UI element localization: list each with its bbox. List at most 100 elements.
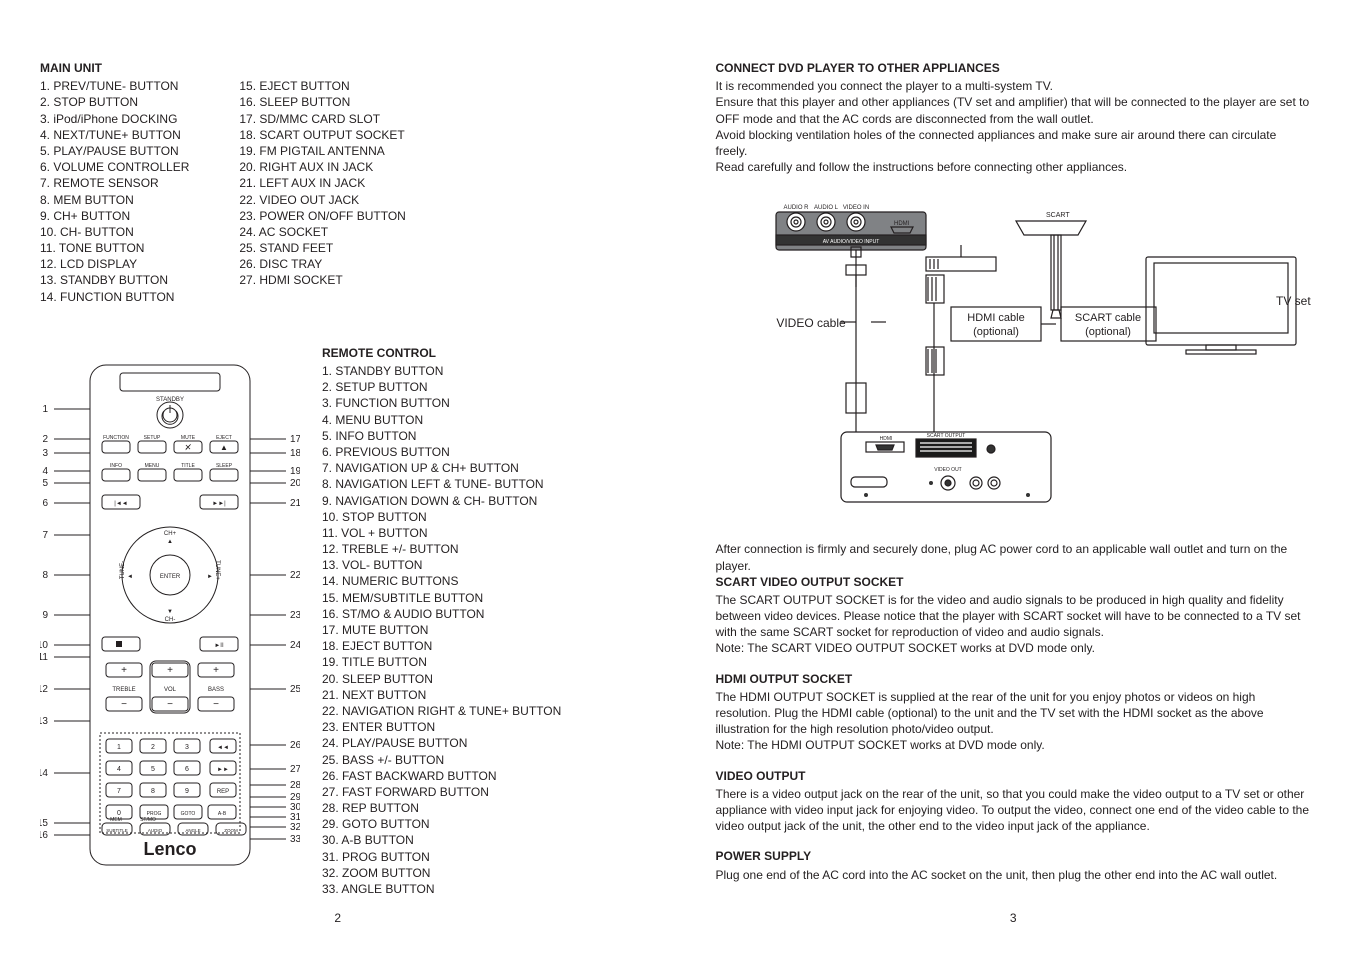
svg-text:1: 1 (117, 744, 121, 751)
section-body-line: The SCART OUTPUT SOCKET is for the video… (716, 592, 1312, 641)
list-item: 9. NAVIGATION DOWN & CH- BUTTON (322, 493, 636, 509)
remote-diagram: STANDBY FUNCTIONSETUPMUTE✕̸EJECT▲ INFOME… (40, 345, 300, 897)
list-item: 5. PLAY/PAUSE BUTTON (40, 143, 189, 159)
svg-text:20: 20 (290, 478, 300, 489)
list-item: 23. ENTER BUTTON (322, 719, 636, 735)
svg-text:GOTO: GOTO (181, 811, 196, 817)
svg-text:ANGLE: ANGLE (185, 828, 200, 833)
list-item: 3. iPod/iPhone DOCKING (40, 111, 189, 127)
svg-text:SETUP: SETUP (144, 435, 161, 441)
page-3: CONNECT DVD PLAYER TO OTHER APPLIANCES It… (676, 0, 1351, 954)
svg-text:(optional): (optional) (1085, 326, 1131, 338)
svg-text:TV set: TV set (1276, 294, 1311, 308)
list-item: 21. NEXT BUTTON (322, 687, 636, 703)
list-item: 4. NEXT/TUNE+ BUTTON (40, 127, 189, 143)
svg-text:SCART: SCART (1046, 212, 1070, 219)
section: POWER SUPPLYPlug one end of the AC cord … (716, 848, 1312, 882)
section-body-line: Avoid blocking ventilation holes of the … (716, 127, 1312, 159)
svg-text:9: 9 (185, 788, 189, 795)
connection-diagram: AUDIO R AUDIO L VIDEO IN AV AUDIO/VIDEO … (716, 187, 1312, 527)
svg-text:6: 6 (185, 766, 189, 773)
svg-text:3: 3 (42, 448, 48, 459)
remote-svg: STANDBY FUNCTIONSETUPMUTE✕̸EJECT▲ INFOME… (40, 345, 300, 885)
svg-text:9: 9 (42, 610, 48, 621)
svg-text:SCART OUTPUT: SCART OUTPUT (926, 433, 965, 439)
svg-text:EJECT: EJECT (216, 435, 232, 441)
svg-text:3: 3 (185, 744, 189, 751)
list-item: 1. PREV/TUNE- BUTTON (40, 78, 189, 94)
list-item: 27. HDMI SOCKET (239, 272, 405, 288)
svg-text:7: 7 (117, 788, 121, 795)
list-item: 2. STOP BUTTON (40, 94, 189, 110)
svg-text:15: 15 (40, 818, 48, 829)
svg-text:32: 32 (290, 822, 300, 833)
section-heading: CONNECT DVD PLAYER TO OTHER APPLIANCES (716, 60, 1312, 76)
list-item: 8. MEM BUTTON (40, 192, 189, 208)
list-item: 5. INFO BUTTON (322, 428, 636, 444)
svg-text:11: 11 (40, 652, 48, 663)
svg-text:VIDEO OUT: VIDEO OUT (934, 467, 962, 473)
svg-text:ENTER: ENTER (160, 574, 181, 580)
svg-text:+: + (167, 665, 173, 676)
svg-text:REP: REP (217, 789, 229, 795)
list-item: 6. VOLUME CONTROLLER (40, 159, 189, 175)
list-item: 16. SLEEP BUTTON (239, 94, 405, 110)
list-item: 2. SETUP BUTTON (322, 379, 636, 395)
svg-text:13: 13 (40, 716, 48, 727)
svg-text:TUNE-: TUNE- (120, 561, 126, 579)
list-item: 18. SCART OUTPUT SOCKET (239, 127, 405, 143)
section: SCART VIDEO OUTPUT SOCKETThe SCART OUTPU… (716, 574, 1312, 657)
list-item: 18. EJECT BUTTON (322, 638, 636, 654)
svg-text:26: 26 (290, 740, 300, 751)
connection-svg: AUDIO R AUDIO L VIDEO IN AV AUDIO/VIDEO … (716, 187, 1316, 527)
svg-text:✕̸: ✕̸ (185, 443, 192, 452)
svg-text:+: + (213, 665, 219, 676)
section: CONNECT DVD PLAYER TO OTHER APPLIANCES It… (716, 60, 1312, 175)
list-item: 1. STANDBY BUTTON (322, 363, 636, 379)
list-item: 17. MUTE BUTTON (322, 622, 636, 638)
section-body-line: It is recommended you connect the player… (716, 78, 1312, 94)
list-item: 11. TONE BUTTON (40, 240, 189, 256)
remote-heading: REMOTE CONTROL (322, 345, 636, 361)
section: HDMI OUTPUT SOCKETThe HDMI OUTPUT SOCKET… (716, 671, 1312, 754)
list-item: 20. SLEEP BUTTON (322, 671, 636, 687)
list-item: 13. STANDBY BUTTON (40, 272, 189, 288)
svg-text:ST/MO: ST/MO (140, 817, 156, 823)
svg-text:0: 0 (117, 810, 121, 817)
list-item: 27. FAST FORWARD BUTTON (322, 784, 636, 800)
svg-text:HDMI: HDMI (879, 436, 892, 442)
svg-text:Lenco: Lenco (143, 839, 196, 859)
svg-text:(optional): (optional) (973, 326, 1019, 338)
svg-text:MENU: MENU (145, 463, 160, 469)
svg-text:CH+: CH+ (164, 531, 177, 537)
main-unit-heading: MAIN UNIT (40, 60, 636, 76)
list-item: 8. NAVIGATION LEFT & TUNE- BUTTON (322, 476, 636, 492)
svg-text:14: 14 (40, 768, 48, 779)
list-item: 33. ANGLE BUTTON (322, 881, 636, 897)
list-item: 31. PROG BUTTON (322, 849, 636, 865)
svg-text:HDMI: HDMI (894, 221, 910, 227)
svg-text:16: 16 (40, 830, 48, 841)
section-body-line: The HDMI OUTPUT SOCKET is supplied at th… (716, 689, 1312, 738)
list-item: 12. TREBLE +/- BUTTON (322, 541, 636, 557)
remote-list: REMOTE CONTROL 1. STANDBY BUTTON2. SETUP… (322, 345, 636, 897)
svg-text:◄◄: ◄◄ (217, 745, 229, 751)
svg-text:BASS: BASS (208, 687, 224, 693)
svg-text:AUDIO R: AUDIO R (783, 205, 809, 211)
svg-text:28: 28 (290, 780, 300, 791)
list-item: 25. BASS +/- BUTTON (322, 752, 636, 768)
remote-row: STANDBY FUNCTIONSETUPMUTE✕̸EJECT▲ INFOME… (40, 345, 636, 897)
svg-text:INFO: INFO (110, 463, 122, 469)
svg-text:2: 2 (42, 434, 48, 445)
svg-text:A-B: A-B (218, 811, 227, 817)
main-unit-col2: 15. EJECT BUTTON16. SLEEP BUTTON17. SD/M… (239, 78, 405, 305)
svg-text:HDMI cable: HDMI cable (967, 312, 1024, 324)
list-item: 7. REMOTE SENSOR (40, 175, 189, 191)
svg-text:▲: ▲ (220, 443, 228, 452)
svg-text:8: 8 (42, 570, 48, 581)
svg-text:6: 6 (42, 498, 48, 509)
list-item: 30. A-B BUTTON (322, 832, 636, 848)
list-item: 10. STOP BUTTON (322, 509, 636, 525)
list-item: 22. VIDEO OUT JACK (239, 192, 405, 208)
svg-text:◄: ◄ (127, 574, 133, 580)
